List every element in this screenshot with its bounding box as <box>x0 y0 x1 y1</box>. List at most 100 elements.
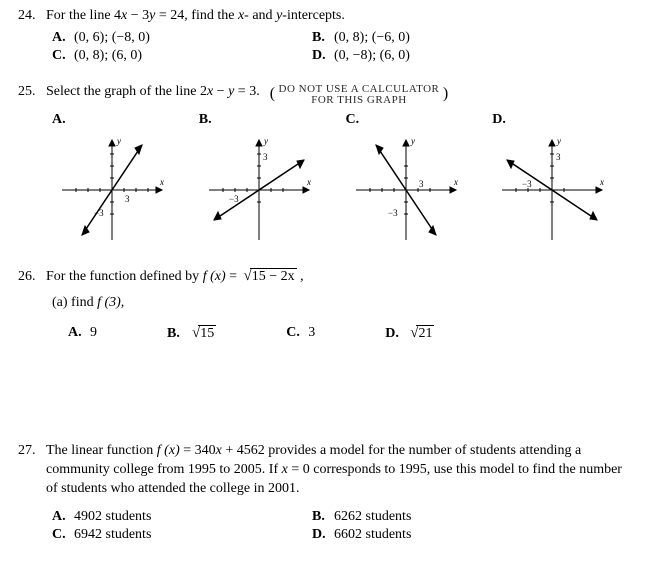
q27-choice-b: B.6262 students <box>312 509 572 525</box>
graph-d-svg: −3 3 x y <box>492 130 612 250</box>
q25-graphs: A. 3 −3 x y B. <box>52 112 633 250</box>
q27-fx: f (x) <box>157 443 180 458</box>
label-c: C. <box>52 527 74 543</box>
q25-handwriting: ( DO NOT USE A CALCULATOR FOR THIS GRAPH… <box>270 84 449 106</box>
q25-number: 25. <box>18 84 46 100</box>
label-b: B. <box>312 30 334 46</box>
paren-open: ( <box>270 85 275 102</box>
q24-row: 24. For the line 4x − 3y = 24, find the … <box>18 8 633 24</box>
q27-number: 27. <box>18 443 46 459</box>
q27-b: 6262 students <box>334 509 411 524</box>
q24-choices: A.(0, 6); (−8, 0) C.(0, 8); (6, 0) B.(0,… <box>52 30 633 66</box>
g-a-ylabel: −3 <box>94 208 104 218</box>
q26-number: 26. <box>18 269 46 285</box>
q26-choice-a: A.9 <box>68 325 97 342</box>
q26-c: 3 <box>308 325 315 340</box>
q27-d: 6602 students <box>334 527 411 542</box>
q25-label-a: A. <box>52 112 193 128</box>
svg-text:y: y <box>263 136 268 146</box>
q25-label-b: B. <box>199 112 340 128</box>
q25-printed: Select the graph of the line 2x − y = 3. <box>46 84 260 100</box>
question-24: 24. For the line 4x − 3y = 24, find the … <box>18 8 633 66</box>
q26-fx: f (x) <box>203 269 226 284</box>
q24-d-text: (0, −8); (6, 0) <box>334 48 410 63</box>
svg-text:x: x <box>453 177 458 187</box>
label-d: D. <box>385 326 407 342</box>
q27-col2: B.6262 students D.6602 students <box>312 509 572 545</box>
q26-f3: f (3), <box>97 295 124 310</box>
label-d: D. <box>312 48 334 64</box>
q24-t4: - and <box>244 8 276 23</box>
q24-t1: For the line 4 <box>46 8 121 23</box>
q25-graph-d: D. −3 3 x y <box>492 112 633 250</box>
hand-bot: FOR THIS GRAPH <box>279 95 440 106</box>
q26-d-sqrt: 21 <box>407 325 434 342</box>
q24-choice-a: A.(0, 6); (−8, 0) <box>52 30 312 46</box>
q26-sqrt-arg: 15 − 2x <box>250 268 297 284</box>
q26-t1: For the function defined by <box>46 269 203 284</box>
label-c: C. <box>52 48 74 64</box>
q26-text: For the function defined by f (x) = 15 −… <box>46 268 633 285</box>
label-a: A. <box>52 509 74 525</box>
q26-b: 15 <box>198 325 216 341</box>
q26-b-sqrt: 15 <box>189 325 216 342</box>
q25-graph-b: B. −3 3 x y <box>199 112 340 250</box>
svg-text:x: x <box>306 177 311 187</box>
g-d-xlabel: −3 <box>522 179 532 189</box>
graph-b-svg: −3 3 x y <box>199 130 319 250</box>
q25-t2: − <box>213 84 228 99</box>
spacer <box>18 362 633 442</box>
q25-t3: = 3. <box>234 84 259 99</box>
label-b: B. <box>312 509 334 525</box>
q27-eq: = 340 <box>180 443 216 458</box>
q24-col2: B.(0, 8); (−6, 0) D.(0, −8); (6, 0) <box>312 30 572 66</box>
q24-choice-c: C.(0, 8); (6, 0) <box>52 48 312 64</box>
label-a: A. <box>68 325 90 341</box>
label-b: B. <box>167 326 189 342</box>
question-25: 25. Select the graph of the line 2x − y … <box>18 84 633 250</box>
q24-t5: -intercepts. <box>282 8 345 23</box>
q25-label-c: C. <box>346 112 487 128</box>
label-a: A. <box>52 30 74 46</box>
graph-c-svg: 3 −3 x y <box>346 130 466 250</box>
q24-col1: A.(0, 6); (−8, 0) C.(0, 8); (6, 0) <box>52 30 312 66</box>
q26-sub-a: (a) find f (3), <box>52 295 633 311</box>
q26-a-text: (a) find <box>52 295 97 310</box>
q24-b-text: (0, 8); (−6, 0) <box>334 30 410 45</box>
q24-number: 24. <box>18 8 46 24</box>
q26-comma: , <box>297 269 304 284</box>
svg-text:y: y <box>410 136 415 146</box>
q24-c-text: (0, 8); (6, 0) <box>74 48 142 63</box>
graph-a-svg: 3 −3 x y <box>52 130 172 250</box>
q26-row: 26. For the function defined by f (x) = … <box>18 268 633 285</box>
g-a-xlabel: 3 <box>125 194 130 204</box>
q25-label-d: D. <box>492 112 633 128</box>
q27-choice-c: C.6942 students <box>52 527 312 543</box>
q26-choice-b: B. 15 <box>167 325 216 342</box>
q24-choice-d: D.(0, −8); (6, 0) <box>312 48 572 64</box>
question-27: 27. The linear function f (x) = 340x + 4… <box>18 442 633 545</box>
q25-t1: Select the graph of the line 2 <box>46 84 207 99</box>
q24-a-text: (0, 6); (−8, 0) <box>74 30 150 45</box>
q26-d: 21 <box>416 325 434 341</box>
q27-a: 4902 students <box>74 509 151 524</box>
q26-sqrt: 15 − 2x <box>241 268 297 285</box>
q24-choice-b: B.(0, 8); (−6, 0) <box>312 30 572 46</box>
q26-choice-d: D. 21 <box>385 325 434 342</box>
svg-text:x: x <box>159 177 164 187</box>
q26-choice-c: C.3 <box>286 325 315 342</box>
paren-close: ) <box>443 85 448 102</box>
q26-a: 9 <box>90 325 97 340</box>
q26-choices: A.9 B. 15 C.3 D. 21 <box>68 325 633 344</box>
label-d: D. <box>312 527 334 543</box>
q27-c: 6942 students <box>74 527 151 542</box>
label-c: C. <box>286 325 308 341</box>
q25-text: Select the graph of the line 2x − y = 3.… <box>46 84 633 106</box>
q27-choice-a: A.4902 students <box>52 509 312 525</box>
q24-t2: − 3 <box>127 8 149 23</box>
q25-row: 25. Select the graph of the line 2x − y … <box>18 84 633 106</box>
q25-graph-c: C. 3 −3 x y <box>346 112 487 250</box>
q24-t3: = 24, find the <box>155 8 238 23</box>
q27-row: 27. The linear function f (x) = 340x + 4… <box>18 442 633 499</box>
g-b-ylabel: 3 <box>263 152 268 162</box>
